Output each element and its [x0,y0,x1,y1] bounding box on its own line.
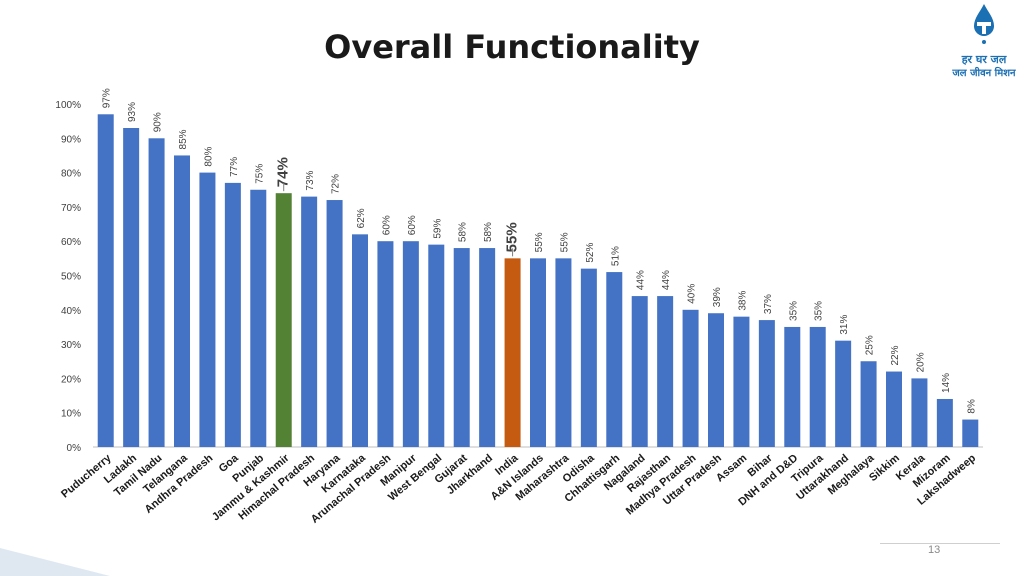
value-label-kerala: 20% [915,352,926,372]
corner-wedge [0,548,110,576]
value-label-ladakh: 93% [127,102,138,122]
value-label-tripura: 35% [814,301,825,321]
value-label-west-bengal: 59% [432,219,443,239]
bar-goa [224,182,241,447]
value-label-manipur: 60% [407,215,418,235]
value-label-gujarat: 58% [458,222,469,242]
jal-jeevan-mission-logo [974,4,994,44]
value-label-lakshadweep: 8% [966,399,977,414]
bar-odisha [580,268,597,447]
y-tick-label: 40% [61,306,81,317]
bar-himachal-pradesh [301,196,318,447]
bar-jharkhand [479,248,496,447]
bar-mizoram [936,398,953,447]
value-label-andhra-pradesh: 80% [203,146,214,166]
bar-maharashtra [555,258,572,447]
y-tick-label: 30% [61,340,81,351]
value-label-telangana: 85% [178,129,189,149]
bar-aandn-islands [530,258,546,447]
y-tick-label: 90% [61,134,81,145]
bar-chhattisgarh [606,272,623,447]
value-label-karnataka: 62% [356,208,367,228]
bar-karnataka [352,234,368,447]
value-label-meghalaya: 25% [865,335,876,355]
value-label-nagaland: 44% [636,270,647,290]
page-number: 13 [928,544,941,556]
value-label-assam: 38% [737,291,748,311]
bar-west-bengal [428,244,445,447]
value-label-jharkhand: 58% [483,222,494,242]
bar-dnh-and-dandd [784,326,801,447]
bar-sikkim [886,371,902,447]
bar-gujarat [453,248,470,447]
value-label-haryana: 72% [331,174,342,194]
water-drop-icon [974,4,994,36]
bar-telangana [174,155,190,447]
bar-meghalaya [860,361,877,447]
bar-uttarakhand [835,340,852,447]
logo-line1: हर घर जल [961,53,1007,66]
value-label-aandn-islands: 55% [534,232,545,252]
bar-arunachal-pradesh [377,241,394,447]
bar-kerala [911,378,928,447]
value-label-arunachal-pradesh: 60% [381,215,392,235]
y-tick-label: 0% [67,443,82,454]
y-tick-label: 70% [61,203,81,214]
value-label-goa: 77% [229,157,240,177]
bar-ladakh [123,128,140,447]
y-tick-label: 100% [55,100,81,111]
bar-andhra-pradesh [199,172,216,447]
bar-assam [733,316,750,447]
value-label-bihar: 37% [763,294,774,314]
value-label-india: 55% [504,222,521,252]
value-label-uttar-pradesh: 39% [712,287,723,307]
bar-jammu-and-kashmir [275,193,292,447]
bar-nagaland [631,296,648,447]
value-label-maharashtra: 55% [559,232,570,252]
value-label-rajasthan: 44% [661,270,672,290]
tap-spout [982,26,986,34]
value-label-layer: 97% 93% 90% 85% 80% 77% 75% 74% 73% 72% 62% 60% 60% 5… [102,88,978,413]
y-tick-label: 80% [61,169,81,180]
y-tick-label: 20% [61,374,81,385]
value-label-dnh-and-dandd: 35% [788,301,799,321]
value-label-mizoram: 14% [941,373,952,393]
bar-madhya-pradesh [682,309,699,447]
bar-lakshadweep [962,419,979,447]
bar-india [504,258,521,447]
page-title: Overall Functionality [324,28,700,66]
value-label-chhattisgarh: 51% [610,246,621,266]
value-label-tamil-nadu: 90% [153,112,164,132]
value-label-odisha: 52% [585,243,596,263]
value-label-uttarakhand: 31% [839,315,850,335]
bar-rajasthan [657,296,674,447]
bar-layer [97,114,979,448]
value-label-jammu-and-kashmir: 74% [275,157,292,187]
bar-tripura [809,326,826,447]
footer-divider [880,543,1000,544]
bar-puducherry [97,114,114,447]
tap-icon [977,22,991,26]
drop-icon [982,40,986,44]
bar-tamil-nadu [148,138,165,448]
value-label-punjab: 75% [254,164,265,184]
bar-uttar-pradesh [708,313,724,447]
value-label-puducherry: 97% [102,88,113,108]
bar-bihar [758,320,775,447]
y-tick-label: 10% [61,409,81,420]
bar-haryana [326,200,343,447]
logo-line2: जल जीवन मिशन [952,68,1016,79]
bar-punjab [250,189,267,447]
bar-manipur [402,241,419,447]
y-tick-label: 50% [61,272,81,283]
value-label-madhya-pradesh: 40% [687,284,698,304]
value-label-sikkim: 22% [890,345,901,365]
y-tick-label: 60% [61,237,81,248]
value-label-himachal-pradesh: 73% [305,170,316,190]
